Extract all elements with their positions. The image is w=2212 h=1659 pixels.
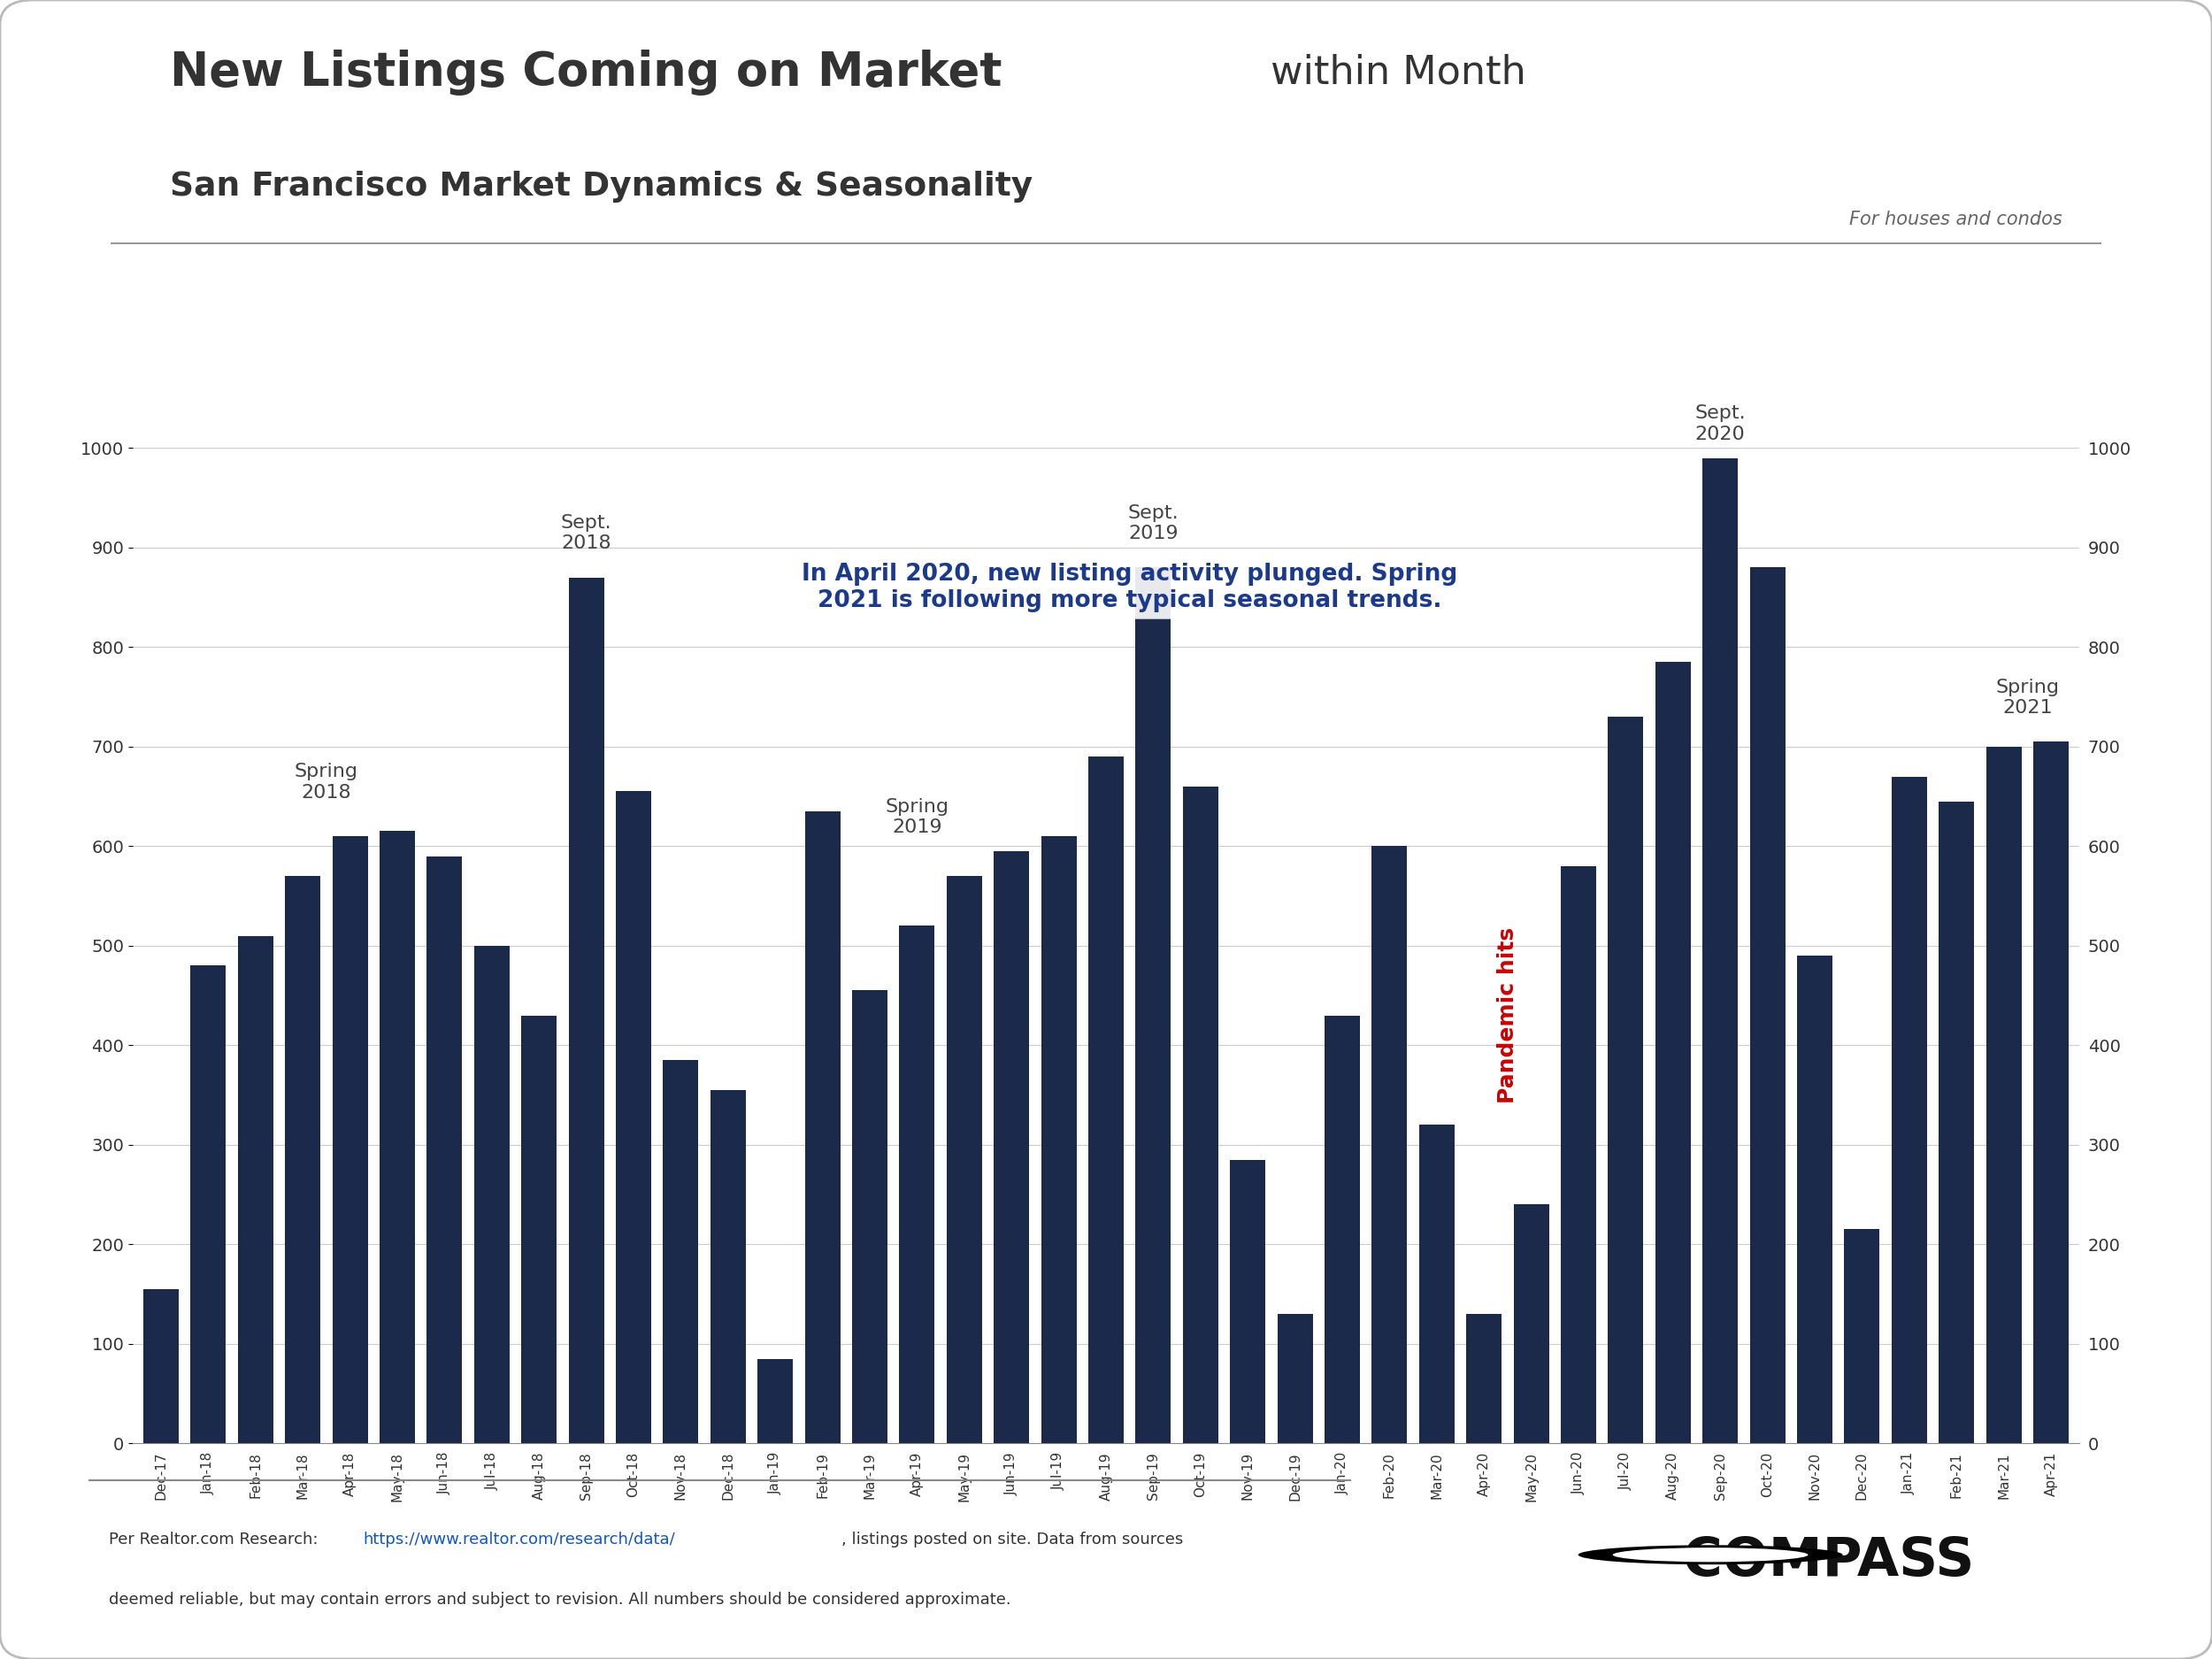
Bar [239, 936, 274, 1443]
Bar [805, 811, 841, 1443]
Bar [993, 851, 1029, 1443]
Text: Pandemic hits: Pandemic hits [1498, 927, 1517, 1103]
Bar [144, 1289, 179, 1443]
Bar [1513, 1204, 1548, 1443]
Bar [522, 1015, 557, 1443]
Bar [473, 946, 509, 1443]
Bar [1703, 458, 1739, 1443]
Bar [1750, 567, 1785, 1443]
Bar [1088, 757, 1124, 1443]
Text: COMPASS: COMPASS [1683, 1535, 1973, 1588]
Text: Per Realtor.com Research:: Per Realtor.com Research: [108, 1531, 323, 1548]
Bar [615, 791, 650, 1443]
Bar [1371, 846, 1407, 1443]
Bar [1562, 866, 1597, 1443]
Text: https://www.realtor.com/research/data/: https://www.realtor.com/research/data/ [363, 1531, 675, 1548]
Bar [1796, 956, 1832, 1443]
Bar [664, 1060, 699, 1443]
Circle shape [1613, 1548, 1807, 1563]
Bar [1938, 801, 1973, 1443]
Bar [568, 577, 604, 1443]
Bar [710, 1090, 745, 1443]
Bar [2033, 742, 2068, 1443]
Bar [285, 876, 321, 1443]
Bar [1183, 786, 1219, 1443]
Text: New Listings Coming on Market: New Listings Coming on Market [170, 50, 1002, 95]
Bar [757, 1359, 792, 1443]
Bar [1891, 776, 1927, 1443]
Text: within Month: within Month [1259, 53, 1526, 91]
Text: For houses and condos: For houses and condos [1849, 211, 2062, 227]
Circle shape [1577, 1545, 1843, 1564]
Bar [1655, 662, 1690, 1443]
Bar [427, 856, 462, 1443]
Bar [332, 836, 367, 1443]
Text: San Francisco Market Dynamics & Seasonality: San Francisco Market Dynamics & Seasonal… [170, 171, 1033, 202]
Bar [380, 831, 416, 1443]
Text: In April 2020, new listing activity plunged. Spring
2021 is following more typic: In April 2020, new listing activity plun… [801, 562, 1458, 612]
Bar [1230, 1160, 1265, 1443]
Text: deemed reliable, but may contain errors and subject to revision. All numbers sho: deemed reliable, but may contain errors … [108, 1591, 1011, 1608]
Text: Sept.
2020: Sept. 2020 [1694, 405, 1745, 443]
Bar [1042, 836, 1077, 1443]
Bar [1420, 1125, 1455, 1443]
Bar [900, 926, 936, 1443]
Text: , listings posted on site. Data from sources: , listings posted on site. Data from sou… [841, 1531, 1183, 1548]
Bar [1608, 717, 1644, 1443]
Bar [1276, 1314, 1312, 1443]
Text: Spring
2018: Spring 2018 [294, 763, 358, 801]
Text: Spring
2019: Spring 2019 [885, 798, 949, 836]
Text: Spring
2021: Spring 2021 [1995, 679, 2059, 717]
Bar [947, 876, 982, 1443]
Bar [1325, 1015, 1360, 1443]
Bar [190, 966, 226, 1443]
Bar [1135, 567, 1170, 1443]
Text: Sept.
2019: Sept. 2019 [1128, 504, 1179, 542]
Bar [852, 990, 887, 1443]
Text: Sept.
2018: Sept. 2018 [562, 514, 613, 552]
Bar [1467, 1314, 1502, 1443]
Bar [1986, 747, 2022, 1443]
Bar [1845, 1229, 1880, 1443]
